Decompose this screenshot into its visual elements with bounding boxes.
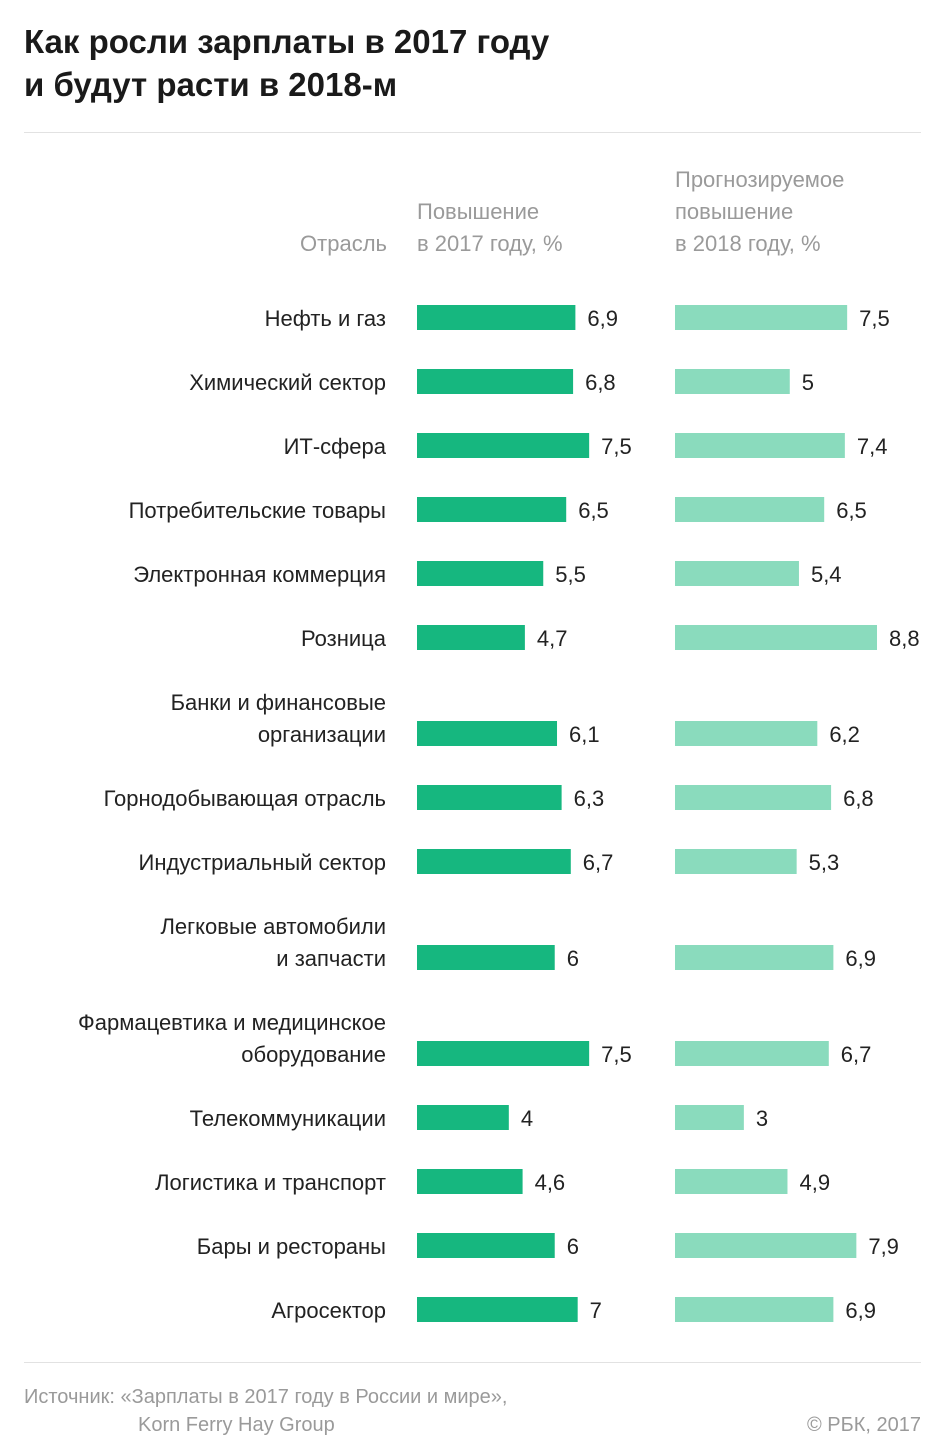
bar-2017 xyxy=(417,561,544,586)
value-label-2018: 6,9 xyxy=(845,1298,876,1323)
bottom-divider xyxy=(24,1362,921,1363)
value-label-2018: 8,8 xyxy=(889,626,920,651)
value-label-2017: 7,5 xyxy=(601,434,632,459)
value-label-2018: 7,5 xyxy=(859,306,890,331)
bar-2018 xyxy=(675,1041,829,1066)
value-label-2018: 6,7 xyxy=(841,1042,872,1067)
value-label-2017: 6,7 xyxy=(583,850,614,875)
bar-2018 xyxy=(675,785,832,810)
value-label-2018: 5 xyxy=(802,370,814,395)
category-label: Электронная коммерция xyxy=(133,562,386,587)
column-header-2017-line-1: Повышение xyxy=(417,199,540,224)
bar-2018 xyxy=(675,561,799,586)
bar-2017 xyxy=(417,1041,590,1066)
category-label: Легковые автомобили xyxy=(160,914,386,939)
category-label: Розница xyxy=(301,626,387,651)
bar-2017 xyxy=(417,721,558,746)
bar-2018 xyxy=(675,1169,788,1194)
category-label: ИТ-сфера xyxy=(284,434,387,459)
bar-2018 xyxy=(675,497,825,522)
category-label: Потребительские товары xyxy=(129,498,386,523)
value-label-2017: 6,1 xyxy=(569,722,600,747)
category-label: Логистика и транспорт xyxy=(155,1170,386,1195)
value-label-2018: 4,9 xyxy=(799,1170,830,1195)
bar-2018 xyxy=(675,1233,857,1258)
chart-title-line-2: и будут расти в 2018-м xyxy=(24,66,398,103)
value-label-2018: 7,4 xyxy=(857,434,888,459)
bar-2017 xyxy=(417,625,525,650)
value-label-2017: 7,5 xyxy=(601,1042,632,1067)
category-label: Нефть и газ xyxy=(265,306,386,331)
value-label-2018: 5,4 xyxy=(811,562,842,587)
bar-2017 xyxy=(417,1297,578,1322)
category-label: Банки и финансовые xyxy=(171,690,386,715)
bar-2017 xyxy=(417,849,571,874)
column-header-2018: Прогнозируемое повышение в 2018 году, % xyxy=(675,164,844,260)
value-label-2017: 6,9 xyxy=(587,306,618,331)
category-label: организации xyxy=(258,722,386,747)
bar-2017 xyxy=(417,1105,509,1130)
source-note: Источник: «Зарплаты в 2017 году в России… xyxy=(24,1383,507,1439)
category-label: Бары и рестораны xyxy=(197,1234,386,1259)
value-label-2017: 5,5 xyxy=(555,562,586,587)
category-label: Химический сектор xyxy=(189,370,386,395)
value-label-2018: 6,5 xyxy=(836,498,867,523)
bar-2017 xyxy=(417,1233,555,1258)
category-label: Фармацевтика и медицинское xyxy=(78,1010,386,1035)
category-label: Индустриальный сектор xyxy=(139,850,386,875)
column-header-2018-line-2: повышение xyxy=(675,199,794,224)
value-label-2017: 4,7 xyxy=(537,626,568,651)
source-line-1: Источник: «Зарплаты в 2017 году в России… xyxy=(24,1386,508,1408)
column-header-2017: Повышение в 2017 году, % xyxy=(417,196,563,260)
value-label-2017: 7 xyxy=(590,1298,602,1323)
bar-2018 xyxy=(675,433,845,458)
value-label-2018: 3 xyxy=(756,1106,768,1131)
bar-2017 xyxy=(417,497,567,522)
chart-title-line-1: Как росли зарплаты в 2017 году xyxy=(24,23,550,60)
industry-column-header: Отрасль xyxy=(300,228,387,260)
bar-2018 xyxy=(675,849,797,874)
bar-2018 xyxy=(675,305,848,330)
bar-2017 xyxy=(417,433,590,458)
bar-2017 xyxy=(417,1169,523,1194)
value-label-2017: 6 xyxy=(567,946,579,971)
industry-column-header-text: Отрасль xyxy=(300,231,387,256)
value-label-2017: 6 xyxy=(567,1234,579,1259)
copyright: © РБК, 2017 xyxy=(806,1414,921,1436)
category-label: оборудование xyxy=(241,1042,386,1067)
category-label: Телекоммуникации xyxy=(190,1106,386,1131)
bar-2017 xyxy=(417,305,576,330)
category-label: Агросектор xyxy=(271,1298,386,1323)
value-label-2017: 6,3 xyxy=(574,786,605,811)
value-label-2017: 6,8 xyxy=(585,370,616,395)
bar-2018 xyxy=(675,369,790,394)
value-label-2017: 4,6 xyxy=(535,1170,566,1195)
bar-2017 xyxy=(417,369,574,394)
bar-2017 xyxy=(417,945,555,970)
source-line-2: Korn Ferry Hay Group xyxy=(138,1414,335,1436)
bar-2018 xyxy=(675,1297,834,1322)
column-header-2018-line-3: в 2018 году, % xyxy=(675,231,821,256)
chart-title: Как росли зарплаты в 2017 году и будут р… xyxy=(24,20,904,106)
category-label: и запчасти xyxy=(276,946,386,971)
value-label-2018: 6,2 xyxy=(829,722,860,747)
bar-2018 xyxy=(675,1105,744,1130)
bar-2018 xyxy=(675,721,818,746)
value-label-2018: 6,8 xyxy=(843,786,874,811)
value-label-2018: 6,9 xyxy=(845,946,876,971)
bar-2018 xyxy=(675,625,877,650)
value-label-2017: 4 xyxy=(521,1106,533,1131)
value-label-2018: 5,3 xyxy=(809,850,840,875)
column-header-2018-line-1: Прогнозируемое xyxy=(675,167,845,192)
bar-2017 xyxy=(417,785,562,810)
bar-2018 xyxy=(675,945,834,970)
value-label-2018: 7,9 xyxy=(868,1234,899,1259)
column-header-2017-line-2: в 2017 году, % xyxy=(417,231,563,256)
value-label-2017: 6,5 xyxy=(578,498,609,523)
top-divider xyxy=(24,132,921,133)
category-label: Горнодобывающая отрасль xyxy=(104,786,386,811)
